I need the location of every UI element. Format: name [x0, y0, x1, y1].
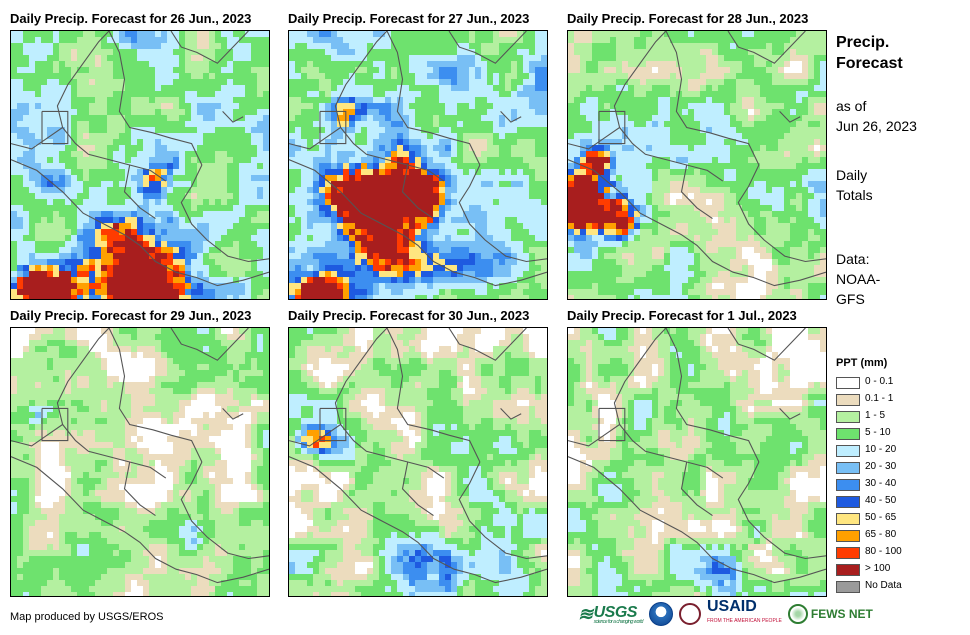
precip-raster: [568, 31, 826, 299]
legend-label: 80 - 100: [865, 546, 902, 557]
legend-item: 5 - 10: [836, 426, 956, 443]
legend-label: 10 - 20: [865, 444, 897, 455]
legend-swatch: [836, 411, 860, 423]
legend-item: 65 - 80: [836, 528, 956, 545]
legend-label: 50 - 65: [865, 512, 897, 523]
data-source-line2: NOAA-: [836, 271, 881, 287]
fews-logo-text: FEWS NET: [810, 607, 873, 621]
legend-item: 40 - 50: [836, 494, 956, 511]
as-of-value: Jun 26, 2023: [836, 118, 917, 134]
legend-label: 30 - 40: [865, 478, 897, 489]
legend-label: 0 - 0.1: [865, 376, 894, 387]
precip-map-3: [567, 30, 827, 300]
legend: 0 - 0.1 0.1 - 1 1 - 5 5 - 10 10 - 20 20 - 30 3…: [836, 375, 956, 596]
legend-swatch: [836, 564, 860, 576]
totals-line2: Totals: [836, 187, 873, 203]
panel-title-1: Daily Precip. Forecast for 26 Jun., 2023: [10, 11, 252, 26]
usaid-tagline: FROM THE AMERICAN PEOPLE: [706, 618, 782, 624]
legend-item: 10 - 20: [836, 443, 956, 460]
legend-item: 80 - 100: [836, 545, 956, 562]
legend-item: 30 - 40: [836, 477, 956, 494]
legend-label: 20 - 30: [865, 461, 897, 472]
precip-raster: [289, 328, 547, 596]
legend-label: No Data: [865, 580, 902, 591]
data-source-line1: Data:: [836, 251, 870, 267]
legend-item: 0.1 - 1: [836, 392, 956, 409]
precip-map-2: [288, 30, 548, 300]
legend-swatch: [836, 445, 860, 457]
as-of-label: as of: [836, 98, 867, 114]
coastlines: [289, 328, 547, 584]
coastlines: [568, 31, 826, 287]
legend-label: 0.1 - 1: [865, 393, 894, 404]
panel-title-6: Daily Precip. Forecast for 1 Jul., 2023: [567, 308, 797, 323]
forecast-title: Precip. Forecast: [836, 32, 903, 74]
precip-map-6: [567, 327, 827, 597]
legend-item: 20 - 30: [836, 460, 956, 477]
forecast-title-line2: Forecast: [836, 55, 903, 72]
precip-raster: [568, 328, 826, 596]
legend-swatch: [836, 513, 860, 525]
precip-map-1: [10, 30, 270, 300]
legend-label: 65 - 80: [865, 529, 897, 540]
panel-title-3: Daily Precip. Forecast for 28 Jun., 2023: [567, 11, 809, 26]
data-source: Data: NOAA- GFS: [836, 249, 880, 309]
precip-map-5: [288, 327, 548, 597]
panel-title-4: Daily Precip. Forecast for 29 Jun., 2023: [10, 308, 252, 323]
legend-swatch: [836, 496, 860, 508]
coastlines: [11, 31, 269, 287]
totals-note: Daily Totals: [836, 165, 873, 205]
data-source-line3: GFS: [836, 291, 865, 307]
legend-swatch: [836, 428, 860, 440]
legend-swatch: [836, 377, 860, 389]
panel-title-2: Daily Precip. Forecast for 27 Jun., 2023: [288, 11, 530, 26]
precip-raster: [289, 31, 547, 299]
legend-item: 1 - 5: [836, 409, 956, 426]
fews-globe-icon: [787, 604, 808, 624]
panel-title-5: Daily Precip. Forecast for 30 Jun., 2023: [288, 308, 530, 323]
legend-item: 0 - 0.1: [836, 375, 956, 392]
coastlines: [289, 31, 547, 287]
as-of-date: as of Jun 26, 2023: [836, 96, 917, 136]
legend-item: 50 - 65: [836, 511, 956, 528]
legend-label: > 100: [865, 563, 891, 574]
map-credit: Map produced by USGS/EROS: [10, 611, 164, 623]
legend-label: 40 - 50: [865, 495, 897, 506]
precip-raster: [11, 31, 269, 299]
nasa-logo-icon: [678, 603, 701, 625]
legend-swatch: [836, 479, 860, 491]
totals-line1: Daily: [836, 167, 868, 183]
legend-swatch: [836, 547, 860, 559]
legend-item: > 100: [836, 562, 956, 579]
legend-title: PPT (mm): [836, 357, 888, 369]
legend-label: 5 - 10: [865, 427, 891, 438]
fews-logo: FEWS NET: [787, 604, 873, 624]
usgs-tagline: science for a changing world: [593, 618, 644, 625]
legend-item: No Data: [836, 579, 956, 596]
legend-swatch: [836, 581, 860, 593]
coastlines: [568, 328, 826, 584]
forecast-title-line1: Precip.: [836, 34, 890, 51]
precip-map-4: [10, 327, 270, 597]
legend-swatch: [836, 462, 860, 474]
usaid-logo: USAID FROM THE AMERICAN PEOPLE: [706, 598, 782, 628]
usgs-logo: ≋ USGS science for a changing world: [578, 603, 644, 625]
legend-swatch: [836, 394, 860, 406]
usgs-logo-text: USGS: [593, 603, 638, 621]
legend-swatch: [836, 530, 860, 542]
usaid-logo-text: USAID: [706, 598, 757, 615]
precip-raster: [11, 328, 269, 596]
noaa-logo-icon: [648, 602, 673, 626]
logo-bar: ≋ USGS science for a changing world USAI…: [578, 598, 873, 628]
legend-label: 1 - 5: [865, 410, 886, 421]
coastlines: [11, 328, 269, 584]
